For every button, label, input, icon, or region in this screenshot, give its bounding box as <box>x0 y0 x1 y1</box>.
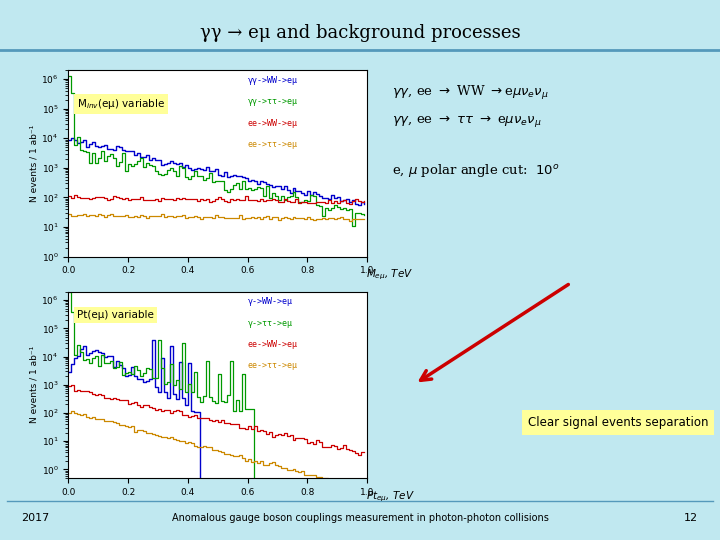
Text: γ->ττ->eμ: γ->ττ->eμ <box>248 319 292 328</box>
Text: ee->ττ->eμ: ee->ττ->eμ <box>248 140 297 149</box>
Text: $\gamma\gamma$, ee $\rightarrow$ $\tau\tau$ $\rightarrow$ e$\mu\nu_e\nu_\mu$: $\gamma\gamma$, ee $\rightarrow$ $\tau\t… <box>392 113 542 130</box>
Text: 12: 12 <box>684 514 698 523</box>
Text: Pt(eμ) variable: Pt(eμ) variable <box>77 310 154 320</box>
Text: γγ->ττ->eμ: γγ->ττ->eμ <box>248 97 297 106</box>
Y-axis label: N events / 1 ab⁻¹: N events / 1 ab⁻¹ <box>30 346 39 423</box>
Text: ee->WW->eμ: ee->WW->eμ <box>248 119 297 127</box>
Text: e, $\mu$ polar angle cut:  $\mathit{10^o}$: e, $\mu$ polar angle cut: $\mathit{10^o}… <box>392 162 560 179</box>
Text: Anomalous gauge boson couplings measurement in photon-photon collisions: Anomalous gauge boson couplings measurem… <box>171 514 549 523</box>
Text: γγ → eμ and background processes: γγ → eμ and background processes <box>199 24 521 42</box>
Text: ee->WW->eμ: ee->WW->eμ <box>248 340 297 349</box>
Text: 2017: 2017 <box>22 514 50 523</box>
Text: ee->ττ->eμ: ee->ττ->eμ <box>248 361 297 370</box>
Text: $M_{e\mu}$, TeV: $M_{e\mu}$, TeV <box>366 268 413 282</box>
Text: γγ->WW->eμ: γγ->WW->eμ <box>248 76 297 85</box>
Text: M$_{inv}$(eμ) variable: M$_{inv}$(eμ) variable <box>77 97 166 111</box>
Y-axis label: N events / 1 ab⁻¹: N events / 1 ab⁻¹ <box>30 125 39 202</box>
Text: γ->WW->eμ: γ->WW->eμ <box>248 297 292 306</box>
Text: $Pt_{e\mu}$, TeV: $Pt_{e\mu}$, TeV <box>366 489 415 504</box>
Text: Clear signal events separation: Clear signal events separation <box>528 416 708 429</box>
Text: $\gamma\gamma$, ee $\rightarrow$ WW $\rightarrow$e$\mu\nu_e\nu_\mu$: $\gamma\gamma$, ee $\rightarrow$ WW $\ri… <box>392 84 549 102</box>
